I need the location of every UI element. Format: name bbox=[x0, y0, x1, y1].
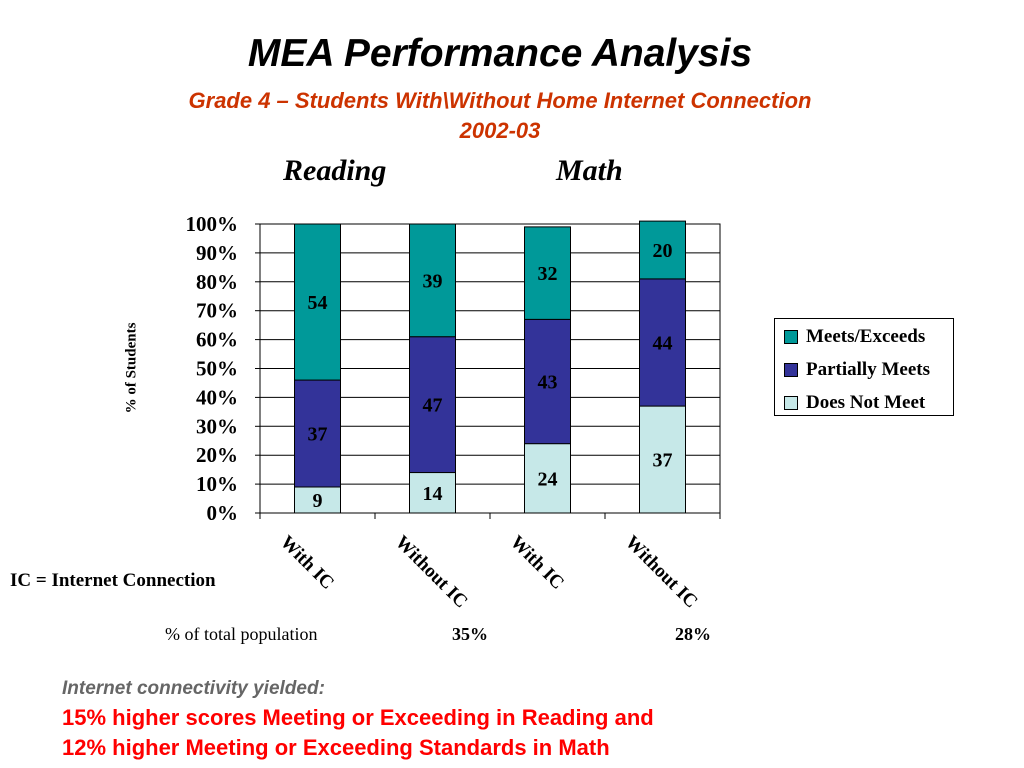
y-tick-label: 20% bbox=[196, 443, 238, 467]
legend-item-partially-meets: Partially Meets bbox=[784, 359, 930, 381]
data-label: 20 bbox=[653, 240, 673, 262]
y-tick-label: 80% bbox=[196, 270, 238, 294]
panel-label-reading: Reading bbox=[283, 154, 387, 187]
population-math-value: 28% bbox=[675, 624, 711, 644]
bar-segment-meets-exceeds bbox=[294, 223, 341, 381]
slide-title: MEA Performance Analysis bbox=[247, 32, 753, 75]
y-tick-label: 50% bbox=[196, 357, 238, 381]
data-label: 44 bbox=[653, 332, 673, 354]
data-label: 54 bbox=[308, 292, 328, 314]
data-label: 32 bbox=[538, 263, 558, 285]
slide-subtitle-line1: Grade 4 – Students With\Without Home Int… bbox=[188, 88, 812, 113]
legend-swatch-meets-exceeds bbox=[784, 330, 798, 344]
population-label: % of total population bbox=[165, 624, 318, 644]
bar-segment-partially-meets bbox=[639, 278, 686, 407]
data-label: 43 bbox=[538, 372, 558, 394]
bar-segment-meets-exceeds bbox=[639, 220, 686, 280]
bar-segment-meets-exceeds bbox=[409, 223, 456, 338]
x-tick-label: Without IC bbox=[391, 532, 472, 613]
bar-segment-partially-meets bbox=[294, 379, 341, 488]
legend-swatch-does-not-meet bbox=[784, 396, 798, 410]
bar-segment-does-not-meet bbox=[639, 405, 686, 514]
bar-segment-does-not-meet bbox=[294, 486, 341, 514]
bar-segment-does-not-meet bbox=[524, 443, 571, 514]
bar-segment-does-not-meet bbox=[409, 472, 456, 514]
legend-label-meets-exceeds: Meets/Exceeds bbox=[806, 326, 926, 347]
y-tick-label: 10% bbox=[196, 472, 238, 496]
data-label: 37 bbox=[308, 424, 328, 446]
panel-label-math: Math bbox=[556, 154, 623, 187]
chart-legend: Meets/Exceeds Partially Meets Does Not M… bbox=[774, 318, 954, 416]
legend-item-does-not-meet: Does Not Meet bbox=[784, 392, 925, 414]
y-tick-label: 60% bbox=[196, 328, 238, 352]
y-tick-label: 100% bbox=[186, 212, 239, 236]
data-label: 24 bbox=[538, 468, 558, 490]
y-tick-label: 30% bbox=[196, 414, 238, 438]
x-tick-label: With IC bbox=[276, 532, 338, 594]
data-label: 37 bbox=[653, 450, 673, 472]
conclusion-line-1: 15% higher scores Meeting or Exceeding i… bbox=[62, 705, 654, 730]
data-label: 9 bbox=[313, 490, 323, 512]
y-tick-label: 90% bbox=[196, 241, 238, 265]
legend-label-partially-meets: Partially Meets bbox=[806, 359, 930, 380]
conclusion-line-2: 12% higher Meeting or Exceeding Standard… bbox=[62, 735, 610, 760]
ic-footnote: IC = Internet Connection bbox=[10, 570, 216, 591]
conclusion-heading: Internet connectivity yielded: bbox=[62, 678, 325, 699]
y-tick-label: 70% bbox=[196, 299, 238, 323]
y-tick-label: 40% bbox=[196, 385, 238, 409]
bar-segment-partially-meets bbox=[524, 318, 571, 445]
legend-label-does-not-meet: Does Not Meet bbox=[806, 392, 926, 413]
data-label: 47 bbox=[423, 395, 443, 417]
data-label: 39 bbox=[423, 270, 443, 292]
bar-segment-meets-exceeds bbox=[524, 226, 571, 320]
legend-swatch-partially-meets bbox=[784, 363, 798, 377]
bar-segment-partially-meets bbox=[409, 336, 456, 474]
data-label: 14 bbox=[423, 483, 443, 505]
x-tick-label: Without IC bbox=[621, 532, 702, 613]
legend-item-meets-exceeds: Meets/Exceeds bbox=[784, 326, 925, 348]
population-reading-value: 35% bbox=[452, 624, 488, 644]
slide-subtitle-line2: 2002-03 bbox=[459, 118, 541, 143]
x-tick-label: With IC bbox=[506, 532, 568, 594]
y-tick-label: 0% bbox=[207, 501, 239, 525]
